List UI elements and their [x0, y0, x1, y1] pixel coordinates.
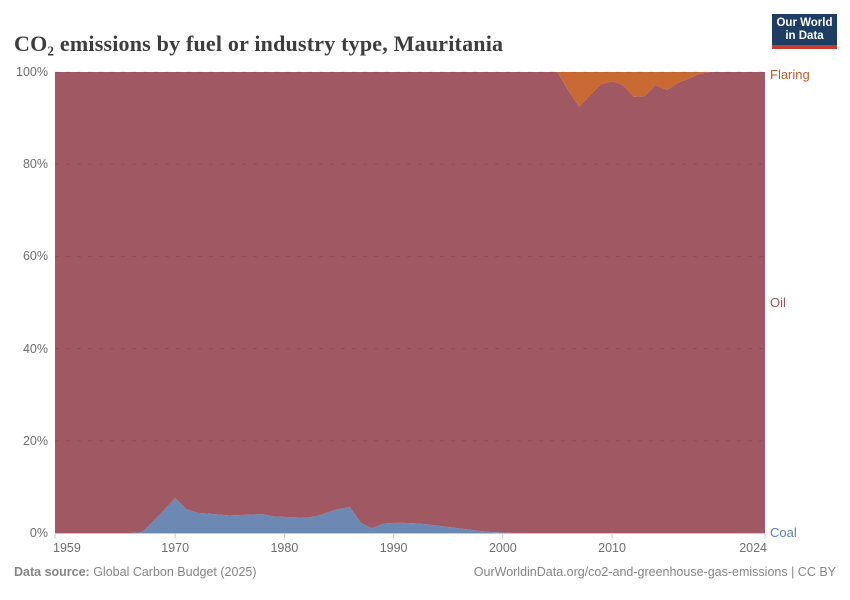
chart-footer: Data source: Global Carbon Budget (2025)… [14, 564, 836, 580]
x-tick-label: 1970 [161, 541, 190, 555]
chart-title: CO₂ emissions by fuel or industry type, … [14, 30, 504, 56]
x-tick-label: 1990 [379, 541, 408, 555]
y-tick-label: 100% [16, 65, 48, 79]
series-label-oil[interactable]: Oil [770, 294, 786, 310]
y-tick-label: 60% [22, 249, 48, 264]
owid-logo[interactable]: Our World in Data [772, 14, 837, 49]
x-tick-label: 2000 [488, 541, 517, 555]
x-tick-label: 2024 [739, 541, 767, 555]
y-tick-label: 0% [29, 526, 48, 540]
series-label-flaring[interactable]: Flaring [770, 67, 810, 83]
y-tick-label: 80% [22, 157, 48, 172]
y-tick-label: 40% [22, 341, 48, 356]
x-tick-label: 1980 [270, 541, 299, 555]
owid-logo-line1: Our World [776, 16, 833, 29]
data-source-note: Data source: Global Carbon Budget (2025) [14, 564, 257, 580]
data-source-label: Data source: [14, 565, 90, 579]
x-tick-label: 2010 [598, 541, 626, 555]
area-flaring[interactable] [55, 72, 765, 107]
owid-url-link[interactable]: OurWorldinData.org/co2-and-greenhouse-ga… [473, 565, 836, 579]
y-tick-label: 20% [22, 433, 48, 448]
series-label-coal[interactable]: Coal [770, 525, 797, 540]
x-tick-label: 1959 [53, 541, 81, 555]
owid-logo-line2: in Data [785, 29, 824, 42]
area-oil[interactable] [55, 72, 765, 533]
data-source-text: Global Carbon Budget (2025) [89, 565, 257, 579]
area-coal[interactable] [55, 497, 765, 533]
